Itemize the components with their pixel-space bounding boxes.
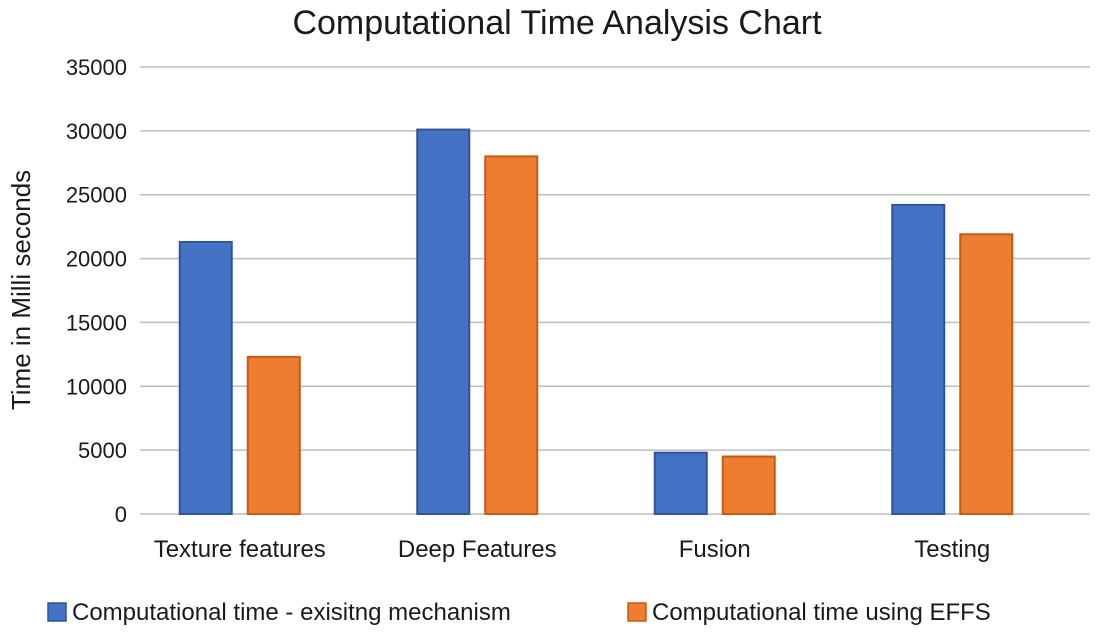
chart-title: Computational Time Analysis Chart <box>292 4 822 42</box>
bar-series2-1 <box>484 155 539 515</box>
x-tick-label: Fusion <box>679 536 751 563</box>
bars <box>178 128 1014 516</box>
y-tick-labels: 0 5000 10000 15000 20000 25000 30000 35000 <box>66 55 127 527</box>
y-tick-label: 10000 <box>66 374 127 399</box>
bar-series2-0 <box>246 355 301 516</box>
y-axis-label: Time in Milli seconds <box>6 170 36 410</box>
x-tick-label: Texture features <box>154 536 326 563</box>
y-tick-label: 20000 <box>66 247 127 272</box>
x-tick-label: Deep Features <box>398 536 557 563</box>
category-labels: Texture features Deep Features Fusion Testi… <box>154 536 991 563</box>
y-tick-label: 25000 <box>66 183 127 208</box>
y-tick-label: 0 <box>115 502 127 527</box>
y-tick-label: 35000 <box>66 55 127 80</box>
legend: Computational time - exisitng mechanism C… <box>47 599 991 626</box>
bar-series2-3 <box>959 233 1014 515</box>
y-tick-label: 15000 <box>66 310 127 335</box>
legend-swatch-2 <box>627 602 647 622</box>
bar-series1-1 <box>416 128 471 516</box>
bar-series2-2 <box>721 455 776 515</box>
legend-label-1: Computational time - exisitng mechanism <box>72 599 511 626</box>
legend-swatch-1 <box>47 602 67 622</box>
y-tick-label: 5000 <box>78 438 127 463</box>
bar-series1-3 <box>891 203 946 515</box>
y-tick-label: 30000 <box>66 119 127 144</box>
bar-series1-2 <box>653 451 708 515</box>
bar-series1-0 <box>178 240 233 515</box>
legend-label-2: Computational time using EFFS <box>652 599 991 626</box>
x-tick-label: Testing <box>914 536 990 563</box>
